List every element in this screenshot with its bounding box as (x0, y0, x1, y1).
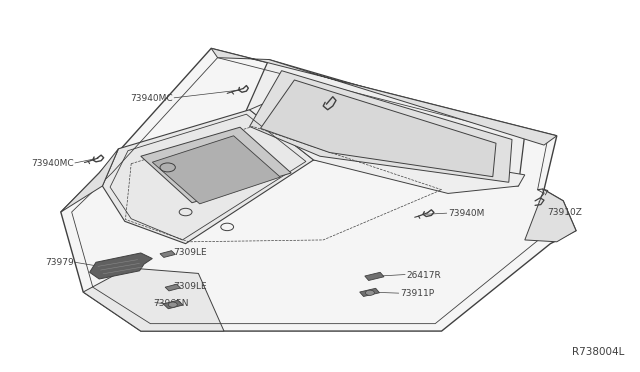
Text: R738004L: R738004L (572, 347, 624, 357)
Text: 7309LE: 7309LE (173, 248, 207, 257)
Polygon shape (61, 149, 118, 212)
Polygon shape (360, 288, 380, 296)
Text: 7309LE: 7309LE (173, 282, 207, 291)
Polygon shape (525, 190, 576, 242)
Polygon shape (152, 136, 280, 204)
Polygon shape (83, 268, 224, 331)
Circle shape (365, 290, 374, 295)
Text: 73979: 73979 (45, 258, 74, 267)
Polygon shape (365, 272, 384, 280)
Polygon shape (102, 110, 314, 244)
Polygon shape (141, 127, 291, 203)
Text: 73965N: 73965N (154, 299, 189, 308)
Polygon shape (61, 48, 576, 331)
Polygon shape (240, 60, 525, 186)
Polygon shape (160, 251, 175, 257)
Polygon shape (165, 284, 180, 291)
Polygon shape (90, 253, 152, 279)
Text: 73940MC: 73940MC (31, 159, 74, 168)
Text: 73940M: 73940M (448, 209, 484, 218)
Text: 26417R: 26417R (406, 271, 441, 280)
Polygon shape (211, 48, 557, 145)
Polygon shape (250, 71, 512, 182)
Circle shape (168, 302, 177, 307)
Text: 73940MC: 73940MC (130, 94, 173, 103)
Text: 73911P: 73911P (400, 289, 434, 298)
Polygon shape (260, 80, 496, 177)
Polygon shape (250, 104, 525, 193)
Text: 73910Z: 73910Z (547, 208, 582, 217)
Polygon shape (163, 300, 183, 309)
